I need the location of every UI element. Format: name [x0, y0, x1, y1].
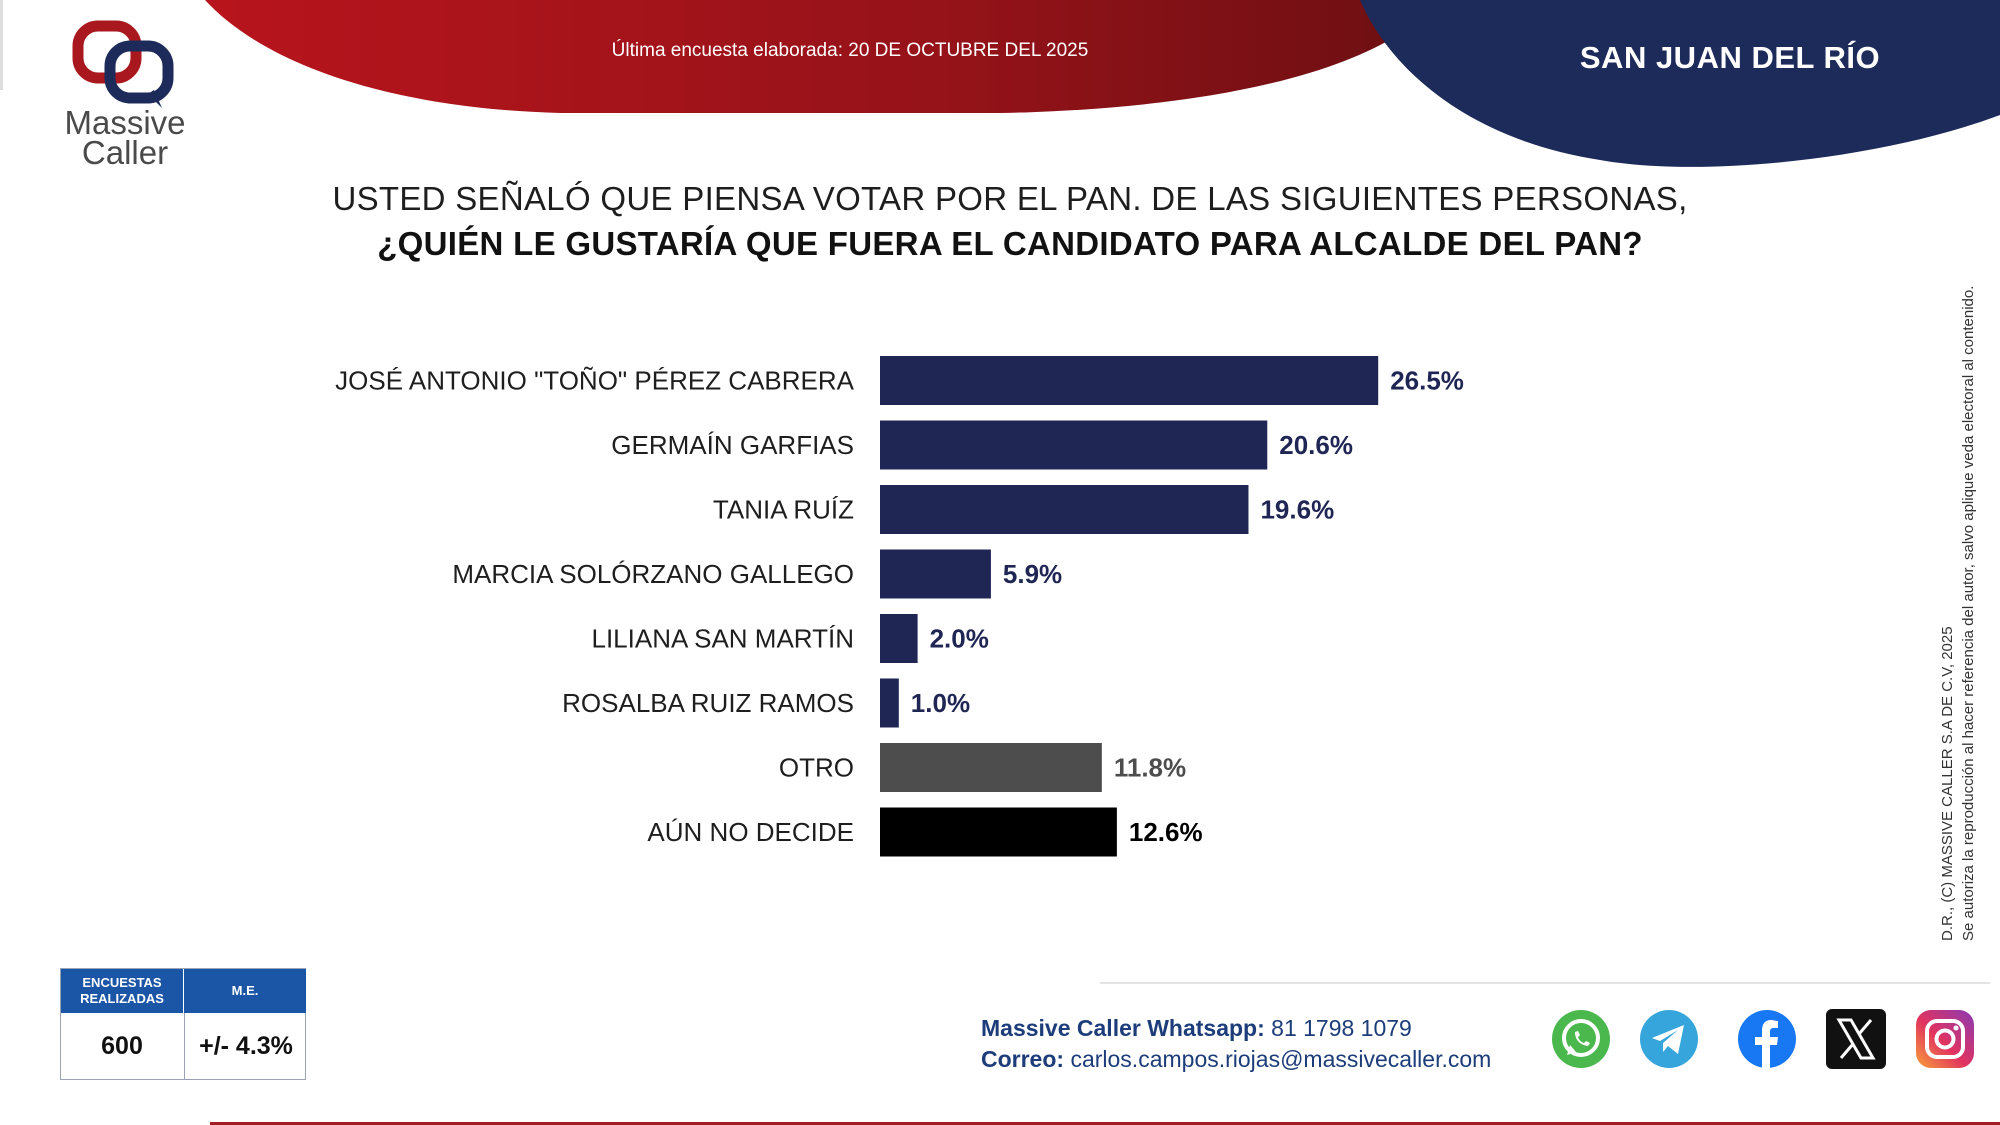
- bar: [880, 807, 1117, 857]
- value-label: 19.6%: [1260, 495, 1334, 525]
- survey-date: Última encuesta elaborada: 20 DE OCTUBRE…: [611, 40, 1089, 61]
- whatsapp-icon[interactable]: [1550, 1008, 1612, 1070]
- email-contact: Correo: carlos.campos.riojas@massivecall…: [981, 1044, 1491, 1075]
- category-label: MARCIA SOLÓRZANO GALLEGO: [452, 559, 854, 589]
- disclaimer-line-1: D.R., (C) MASSIVE CALLER S.A DE C.V, 202…: [1939, 626, 1956, 941]
- contact-info: Massive Caller Whatsapp: 81 1798 1079 Co…: [981, 1013, 1491, 1075]
- value-label: 11.8%: [1114, 753, 1186, 783]
- question-line-1: USTED SEÑALÓ QUE PIENSA VOTAR POR EL PAN…: [332, 180, 1688, 217]
- whatsapp-number[interactable]: 81 1798 1079: [1271, 1015, 1412, 1041]
- x-icon[interactable]: [1825, 1008, 1887, 1070]
- region-title: SAN JUAN DEL RÍO: [1579, 40, 1881, 75]
- bar: [880, 678, 899, 728]
- whatsapp-contact: Massive Caller Whatsapp: 81 1798 1079: [981, 1013, 1491, 1044]
- bottom-accent-line: [210, 1122, 2000, 1125]
- category-label: JOSÉ ANTONIO "TOÑO" PÉREZ CABRERA: [335, 366, 854, 396]
- facebook-icon[interactable]: [1736, 1008, 1798, 1070]
- whatsapp-label: Massive Caller Whatsapp:: [981, 1015, 1265, 1041]
- category-label: ROSALBA RUIZ RAMOS: [562, 688, 854, 718]
- stats-me-value: +/- 4.3%: [184, 1013, 307, 1079]
- bar: [880, 549, 991, 599]
- stats-header-me: M.E.: [184, 969, 306, 1013]
- stats-header-surveys: ENCUESTAS REALIZADAS: [61, 969, 183, 1013]
- instagram-icon[interactable]: [1914, 1008, 1976, 1070]
- stats-surveys-value: 600: [101, 1031, 143, 1060]
- category-label: AÚN NO DECIDE: [647, 817, 854, 847]
- email-address[interactable]: carlos.campos.riojas@massivecaller.com: [1070, 1046, 1492, 1072]
- bar: [880, 743, 1102, 792]
- value-label: 26.5%: [1390, 366, 1464, 396]
- category-label: OTRO: [779, 753, 854, 783]
- question-line-2: ¿QUIÉN LE GUSTARÍA QUE FUERA EL CANDIDAT…: [377, 225, 1643, 262]
- value-label: 1.0%: [911, 688, 970, 718]
- bar: [880, 420, 1268, 470]
- value-label: 20.6%: [1279, 430, 1353, 460]
- logo-mark-icon: [72, 20, 174, 108]
- survey-stats-table: ENCUESTAS REALIZADAS M.E. 600 +/- 4.3%: [60, 968, 306, 1080]
- navy-header-band: [1360, 0, 2000, 167]
- disclaimer: D.R., (C) MASSIVE CALLER S.A DE C.V, 202…: [1937, 196, 1979, 941]
- category-label: TANIA RUÍZ: [713, 495, 854, 525]
- red-header-band: [205, 0, 1440, 113]
- value-label: 12.6%: [1129, 817, 1203, 847]
- bar: [880, 614, 918, 663]
- massive-caller-logo: Massive Caller: [50, 14, 200, 170]
- bar: [880, 485, 1249, 534]
- telegram-icon[interactable]: [1638, 1008, 1700, 1070]
- value-label: 2.0%: [930, 624, 989, 654]
- email-label: Correo:: [981, 1046, 1065, 1072]
- disclaimer-line-2: Se autoriza la reproducción al hacer ref…: [1960, 285, 1977, 941]
- bar: [880, 356, 1379, 405]
- logo-text-massive: Massive: [64, 104, 186, 141]
- logo-text-caller: Caller: [81, 134, 169, 171]
- left-edge-line: [0, 0, 3, 90]
- category-label: GERMAÍN GARFIAS: [611, 430, 854, 460]
- footer-separator: [1100, 982, 1990, 984]
- category-label: LILIANA SAN MARTÍN: [592, 624, 855, 654]
- value-label: 5.9%: [1003, 559, 1062, 589]
